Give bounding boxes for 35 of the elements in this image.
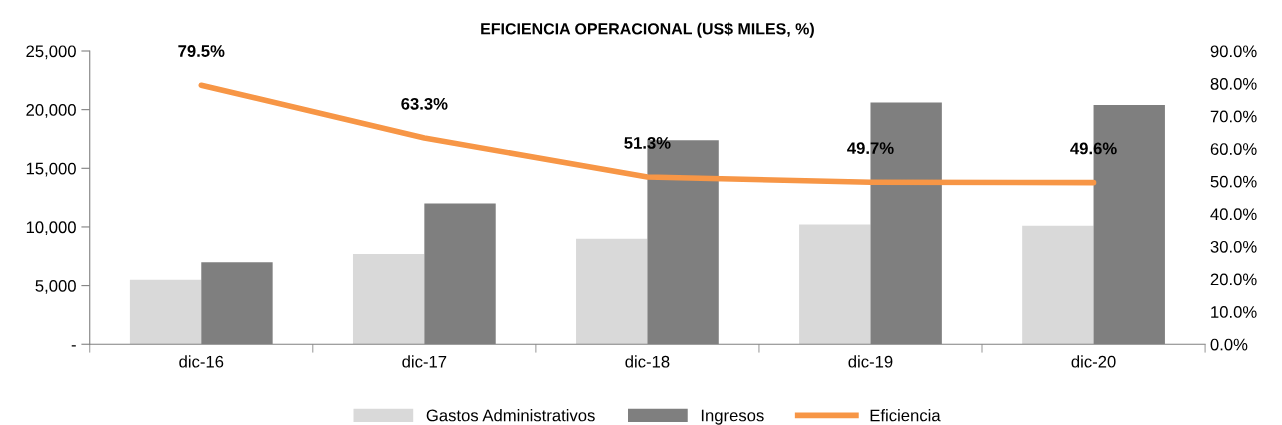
- data-label: 63.3%: [401, 97, 448, 110]
- y-tick-label: 5,000: [35, 280, 76, 294]
- y-tick-label: -: [71, 345, 76, 347]
- bar: [576, 238, 648, 345]
- y2-tick-label: 90.0%: [1210, 45, 1257, 58]
- legend-label: Ingresos: [701, 409, 764, 425]
- legend-label: Eficiencia: [870, 409, 941, 422]
- y-tick-label: 10,000: [26, 221, 76, 236]
- data-label: 51.3%: [624, 137, 671, 149]
- x-tick-label: dic-17: [402, 355, 447, 368]
- y2-tick-label: 0.0%: [1210, 338, 1248, 351]
- bar: [352, 253, 425, 345]
- y2-tick-label: 40.0%: [1210, 208, 1257, 221]
- bar: [1022, 225, 1094, 345]
- data-label: 49.6%: [1070, 142, 1117, 155]
- y2-tick-label: 50.0%: [1210, 175, 1257, 188]
- y2-tick-label: 30.0%: [1210, 240, 1257, 253]
- x-tick-label: dic-19: [848, 355, 893, 368]
- y2-tick-label: 10.0%: [1211, 306, 1257, 318]
- data-label: 49.7%: [847, 142, 894, 155]
- bar: [799, 224, 871, 345]
- y-tick-label: 25,000: [26, 45, 76, 60]
- y-tick-label: 15,000: [26, 162, 76, 177]
- bar: [129, 279, 202, 345]
- y2-tick-label: 70.0%: [1210, 110, 1257, 123]
- legend-label: Gastos Administrativos: [426, 409, 595, 422]
- y2-tick-label: 60.0%: [1210, 143, 1257, 155]
- chart-title: EFICIENCIA OPERACIONAL (US$ MILES, %): [481, 22, 814, 38]
- y2-tick-label: 20.0%: [1210, 273, 1257, 286]
- x-tick-label: dic-20: [1071, 355, 1116, 368]
- data-label: 79.5%: [178, 45, 225, 57]
- x-tick-label: dic-18: [625, 355, 670, 368]
- y-tick-label: 20,000: [26, 104, 76, 118]
- y2-tick-label: 80.0%: [1210, 77, 1257, 90]
- x-tick-label: dic-16: [179, 355, 224, 368]
